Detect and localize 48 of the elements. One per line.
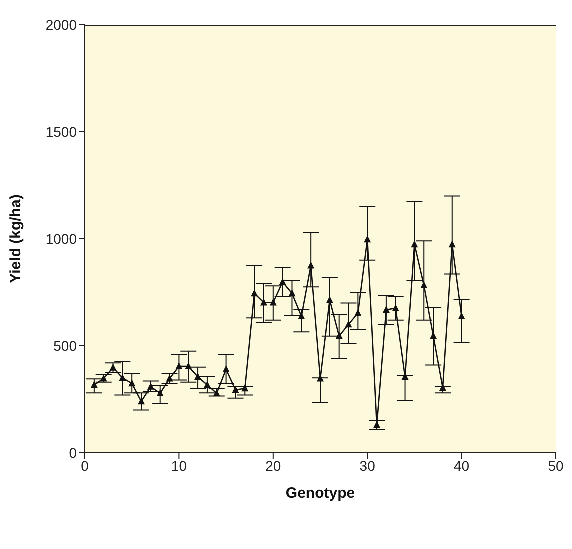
point: [382, 306, 390, 314]
point: [110, 364, 117, 371]
x-tick-label: 20: [266, 458, 282, 474]
point: [279, 278, 286, 286]
point: [138, 398, 146, 405]
point: [213, 390, 220, 397]
point: [222, 366, 230, 373]
point: [458, 312, 466, 320]
point: [364, 236, 372, 243]
point: [251, 290, 258, 297]
point: [90, 381, 98, 388]
point: [194, 373, 202, 380]
point: [430, 332, 438, 340]
point: [354, 309, 362, 316]
point: [147, 382, 154, 390]
x-tick-label: 0: [81, 458, 90, 474]
point: [288, 290, 296, 297]
y-axis-title: Yield (kg/ha): [7, 194, 24, 284]
point: [260, 298, 268, 306]
point: [298, 312, 306, 320]
x-tick-label: 10: [171, 458, 188, 474]
point: [176, 362, 183, 370]
y-tick-label: 2000: [46, 16, 78, 33]
y-tick-label: 1000: [46, 230, 78, 247]
y-tick-label: 500: [54, 338, 78, 354]
point: [308, 262, 315, 269]
point: [156, 390, 164, 397]
point: [336, 332, 343, 340]
point: [411, 240, 418, 248]
point: [448, 240, 456, 248]
x-tick-label: 50: [548, 458, 564, 474]
point: [374, 421, 381, 428]
y-tick-label: 1500: [46, 124, 78, 140]
point: [326, 296, 334, 304]
y-tick-label: 0: [69, 444, 78, 461]
point: [232, 386, 240, 394]
x-tick-label: 30: [360, 458, 376, 474]
point: [185, 362, 192, 370]
point: [420, 281, 428, 288]
x-axis-title: Genotype: [286, 485, 356, 502]
x-tick-label: 40: [454, 458, 470, 474]
point: [204, 381, 211, 388]
point: [392, 304, 400, 312]
point: [119, 374, 126, 382]
point: [270, 298, 277, 306]
point: [345, 320, 352, 328]
point: [128, 380, 136, 387]
point: [242, 384, 249, 392]
